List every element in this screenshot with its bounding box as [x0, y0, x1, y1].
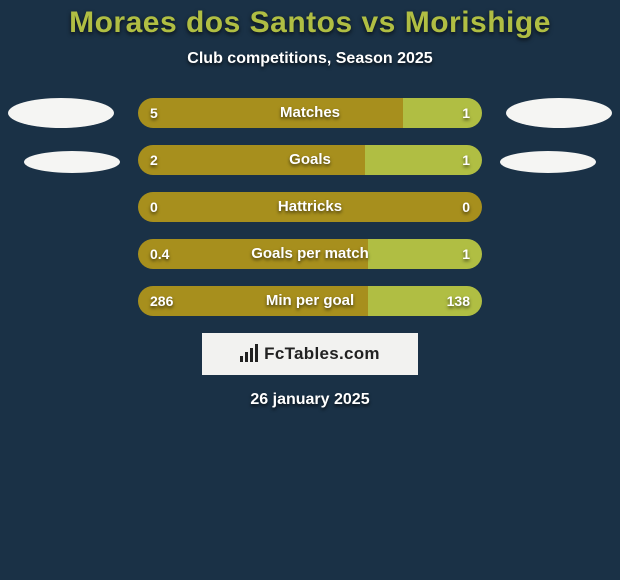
stat-value-right: 1 [462, 239, 470, 269]
stat-value-right: 1 [462, 145, 470, 175]
brand-badge: FcTables.com [202, 333, 418, 375]
stat-row: 21Goals [0, 145, 620, 175]
stat-value-left: 286 [150, 286, 173, 316]
stat-row: 51Matches [0, 98, 620, 128]
stat-bar: 00Hattricks [138, 192, 482, 222]
page-subtitle: Club competitions, Season 2025 [0, 50, 620, 68]
stat-bar-right-segment [403, 98, 482, 128]
player-left-disc [8, 98, 114, 128]
stat-bar-left-segment [138, 192, 482, 222]
brand-text: FcTables.com [264, 344, 380, 363]
stat-value-left: 0.4 [150, 239, 169, 269]
stat-bar: 0.41Goals per match [138, 239, 482, 269]
bars-icon [240, 344, 260, 362]
stat-row: 286138Min per goal [0, 286, 620, 316]
stat-value-right: 138 [447, 286, 470, 316]
stat-value-right: 1 [462, 98, 470, 128]
stat-value-left: 0 [150, 192, 158, 222]
stat-value-right: 0 [462, 192, 470, 222]
stat-bar: 21Goals [138, 145, 482, 175]
stat-rows: 51Matches21Goals00Hattricks0.41Goals per… [0, 98, 620, 316]
stat-bar: 286138Min per goal [138, 286, 482, 316]
stat-bar-left-segment [138, 98, 403, 128]
stat-value-left: 5 [150, 98, 158, 128]
stat-bar: 51Matches [138, 98, 482, 128]
stat-row: 00Hattricks [0, 192, 620, 222]
comparison-infographic: Moraes dos Santos vs Morishige Club comp… [0, 0, 620, 580]
player-right-disc [506, 98, 612, 128]
stat-row: 0.41Goals per match [0, 239, 620, 269]
date-text: 26 january 2025 [0, 391, 620, 409]
stat-value-left: 2 [150, 145, 158, 175]
stat-bar-left-segment [138, 145, 365, 175]
player-right-disc [500, 151, 596, 173]
page-title: Moraes dos Santos vs Morishige [0, 0, 620, 40]
stat-bar-left-segment [138, 239, 368, 269]
player-left-disc [24, 151, 120, 173]
